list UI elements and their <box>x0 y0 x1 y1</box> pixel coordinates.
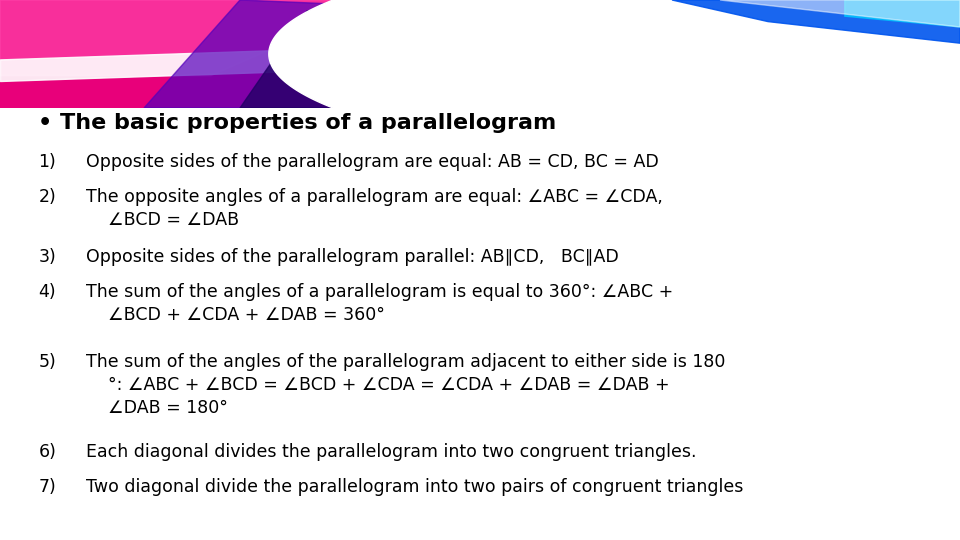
Text: 4): 4) <box>38 283 56 301</box>
Text: The opposite angles of a parallelogram are equal: ∠ABC = ∠CDA,
    ∠BCD = ∠DAB: The opposite angles of a parallelogram a… <box>86 188 663 229</box>
Text: 6): 6) <box>38 443 57 461</box>
Polygon shape <box>0 0 384 76</box>
Text: 2): 2) <box>38 188 56 206</box>
Polygon shape <box>672 0 960 43</box>
Polygon shape <box>144 0 624 108</box>
Text: 7): 7) <box>38 478 56 496</box>
Text: Opposite sides of the parallelogram parallel: AB∥CD,   BC∥AD: Opposite sides of the parallelogram para… <box>86 248 619 266</box>
Text: • The basic properties of a parallelogram: • The basic properties of a parallelogra… <box>38 113 557 133</box>
Polygon shape <box>845 0 960 27</box>
Polygon shape <box>720 0 960 27</box>
Polygon shape <box>0 0 528 108</box>
Polygon shape <box>240 11 557 108</box>
Text: 1): 1) <box>38 153 56 171</box>
Text: The sum of the angles of the parallelogram adjacent to either side is 180
    °:: The sum of the angles of the parallelogr… <box>86 353 726 417</box>
Text: Opposite sides of the parallelogram are equal: AB = CD, BC = AD: Opposite sides of the parallelogram are … <box>86 153 660 171</box>
Text: The sum of the angles of a parallelogram is equal to 360°: ∠ABC +
    ∠BCD + ∠CD: The sum of the angles of a parallelogram… <box>86 283 674 324</box>
Polygon shape <box>269 0 960 162</box>
Text: 5): 5) <box>38 353 56 371</box>
Text: 3): 3) <box>38 248 56 266</box>
Text: Each diagonal divides the parallelogram into two congruent triangles.: Each diagonal divides the parallelogram … <box>86 443 697 461</box>
Text: Two diagonal divide the parallelogram into two pairs of congruent triangles: Two diagonal divide the parallelogram in… <box>86 478 744 496</box>
